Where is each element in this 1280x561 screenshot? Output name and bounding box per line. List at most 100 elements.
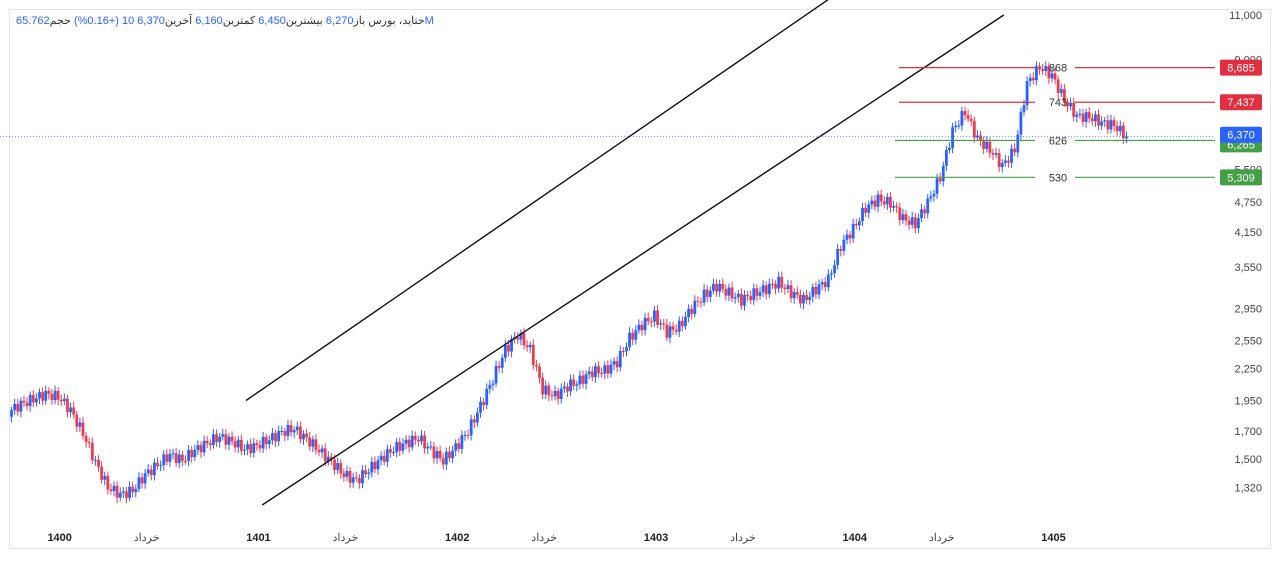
candle [479, 396, 482, 418]
candle [693, 295, 697, 318]
candle-body [1081, 113, 1085, 122]
candle-body [190, 449, 194, 458]
candle [22, 395, 26, 408]
candle-body [923, 209, 927, 214]
candle-body [264, 437, 268, 445]
candle [851, 218, 855, 244]
candle [277, 425, 281, 446]
candle [994, 147, 998, 159]
x-tick-label: 1404 [843, 532, 868, 544]
candle-body [1010, 148, 1013, 163]
candle [826, 269, 830, 292]
candle [724, 284, 728, 301]
candle [128, 481, 131, 502]
candle [227, 433, 231, 451]
candle [115, 481, 119, 503]
candle [180, 450, 184, 467]
candle-body [802, 295, 805, 304]
candle [320, 444, 324, 458]
candle-body [1090, 118, 1094, 122]
y-tick-label: 2,250 [1234, 364, 1262, 376]
channel-line-lower [261, 14, 1005, 506]
candle [140, 472, 144, 489]
candle-body [994, 153, 998, 155]
candle [404, 435, 408, 449]
candle-body [870, 200, 874, 205]
candle-body [913, 217, 917, 229]
candle-body [208, 443, 212, 445]
candle-body [106, 476, 110, 490]
candle [221, 428, 225, 441]
candle-body [420, 435, 423, 442]
candle-body [836, 249, 840, 266]
candle-body [239, 439, 243, 451]
candle-body [87, 442, 91, 444]
candle-body [668, 326, 672, 338]
candle [258, 439, 262, 453]
candle-body [743, 294, 746, 306]
candle-body [798, 294, 802, 304]
candle [41, 387, 45, 406]
candle [789, 280, 793, 303]
candle [1066, 98, 1069, 112]
candle [472, 415, 476, 429]
candle-body [736, 293, 740, 298]
candle-body [202, 440, 206, 453]
candle-body [895, 206, 899, 208]
candle-body [128, 486, 131, 498]
candle [976, 130, 979, 142]
candle-body [510, 338, 513, 352]
candle-body [786, 285, 790, 289]
candle [715, 279, 718, 297]
low-value: 6,160 [195, 15, 223, 27]
candle-body [625, 347, 628, 352]
candle-body [1003, 160, 1007, 163]
candle-body [917, 218, 920, 229]
level-label: 530 [1049, 172, 1067, 184]
candle-body [109, 489, 113, 491]
candle-body [423, 435, 427, 449]
candle [917, 213, 920, 234]
candle [1084, 108, 1088, 128]
candle-body [476, 412, 479, 423]
candle-body [587, 371, 591, 375]
candle [1044, 61, 1048, 76]
candle [889, 192, 892, 213]
candle-body [861, 207, 864, 222]
candle [87, 437, 91, 449]
candle [836, 243, 840, 270]
candle-body [56, 390, 60, 400]
candle-body [982, 140, 986, 149]
candle [274, 429, 277, 447]
candle-body [466, 434, 470, 436]
candle [171, 448, 175, 460]
candle [78, 417, 82, 432]
candle [44, 385, 48, 405]
candle [814, 281, 818, 299]
candle [668, 322, 672, 344]
candle-body [168, 453, 172, 462]
candle-body [330, 456, 333, 460]
candle [531, 339, 535, 370]
candle-body [1112, 120, 1116, 127]
candle [833, 259, 836, 278]
candle [385, 444, 389, 468]
candle-body [721, 283, 725, 290]
candle [416, 435, 420, 447]
candle [1106, 115, 1110, 134]
candle-body [519, 332, 523, 340]
candle [482, 397, 486, 411]
candle [615, 356, 619, 373]
candle-body [777, 276, 781, 289]
candle [218, 433, 222, 448]
candle [25, 397, 29, 411]
candle [808, 291, 812, 305]
candle-body [665, 324, 669, 338]
candle-body [687, 308, 690, 317]
candle-body [469, 419, 473, 436]
candle [432, 441, 436, 464]
candle-body [385, 449, 389, 462]
candle-body [137, 477, 141, 489]
